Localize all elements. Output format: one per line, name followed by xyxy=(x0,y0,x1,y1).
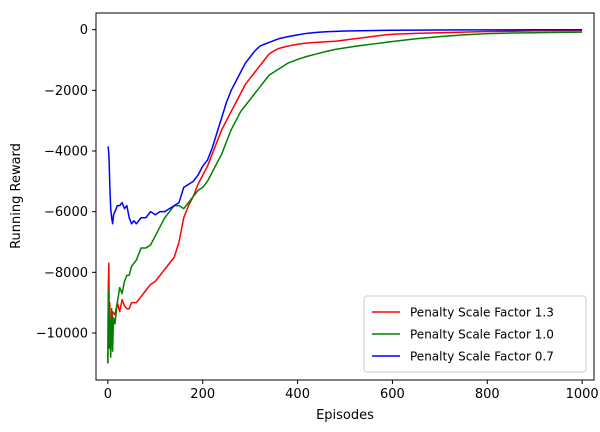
series-line-1 xyxy=(107,29,583,364)
y-axis-title: Running Reward xyxy=(9,143,24,249)
x-axis-title: Episodes xyxy=(316,408,374,423)
legend-box xyxy=(363,295,587,373)
y-tick-label: −6000 xyxy=(44,205,88,220)
x-tick-label: 1000 xyxy=(566,387,599,402)
y-tick-label: −10000 xyxy=(36,326,88,341)
y-axis: −10000 −8000 −6000 −4000 −2000 0 xyxy=(36,23,96,341)
y-tick-label: −2000 xyxy=(44,84,88,99)
x-tick-label: 600 xyxy=(380,387,405,402)
plot-frame xyxy=(95,12,595,381)
x-tick-label: 0 xyxy=(104,387,112,402)
series-line-2 xyxy=(107,31,583,364)
y-tick-label: 0 xyxy=(80,23,88,38)
legend-label-2: Penalty Scale Factor 1.0 xyxy=(410,328,554,342)
x-tick-label: 400 xyxy=(285,387,310,402)
x-tick-label: 200 xyxy=(190,387,215,402)
y-tick-label: −4000 xyxy=(44,145,88,160)
y-tick-label: −8000 xyxy=(44,266,88,281)
x-axis: 0 200 400 600 800 1000 xyxy=(104,380,599,402)
legend-label-1: Penalty Scale Factor 1.3 xyxy=(410,306,554,320)
series-line-3 xyxy=(107,28,583,225)
plot-lines xyxy=(107,28,583,364)
legend-label-3: Penalty Scale Factor 0.7 xyxy=(410,350,554,364)
legend: Penalty Scale Factor 1.3 Penalty Scale Fa… xyxy=(363,295,587,373)
x-tick-label: 800 xyxy=(475,387,500,402)
